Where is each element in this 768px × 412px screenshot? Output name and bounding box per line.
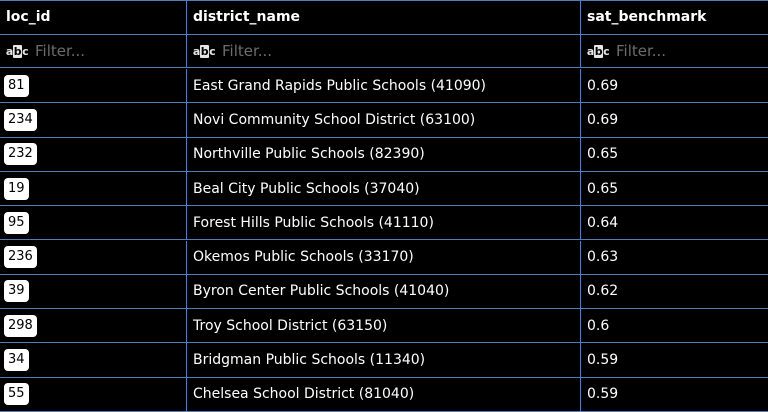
cell-sat-benchmark[interactable]: 0.6 [587,317,610,334]
cell-loc-id[interactable]: 298 [0,309,187,343]
cell-sat-benchmark[interactable]: 0.62 [587,283,619,300]
filter-placeholder: Filter... [616,42,667,60]
cell-loc-id[interactable]: 81 [0,69,187,103]
column-header-loc-id[interactable]: loc_id [0,0,187,34]
cell-district-name[interactable]: Byron Center Public Schools (41040) [187,274,581,309]
column-header-label: sat_benchmark [587,9,707,25]
cell-district-name[interactable]: East Grand Rapids Public Schools (41090) [187,69,581,103]
table-row[interactable]: 19 Beal City Public Schools (37040) 0.65 [0,171,768,207]
column-header-label: loc_id [6,9,51,25]
header-row: loc_id district_name sat_benchmark [0,0,768,35]
cell-loc-id[interactable]: 95 [0,206,187,240]
cell-sat-benchmark[interactable]: 0.65 [587,180,619,197]
column-header-sat-benchmark[interactable]: sat_benchmark [581,0,768,34]
cell-sat-benchmark[interactable]: 0.69 [587,77,619,94]
cell-district-name[interactable]: Okemos Public Schools (33170) [187,240,581,274]
loc-id-badge: 19 [4,177,29,200]
table-row[interactable]: 236 Okemos Public Schools (33170) 0.63 [0,240,768,275]
column-header-district-name[interactable]: district_name [187,0,581,34]
cell-district-name[interactable]: Novi Community School District (63100) [187,103,581,137]
cell-loc-id[interactable]: 55 [0,377,187,411]
column-header-label: district_name [193,9,301,25]
cell-loc-id[interactable]: 232 [0,137,187,171]
cell-loc-id[interactable]: 39 [0,274,187,309]
table-row[interactable]: 234 Novi Community School District (63100… [0,103,768,138]
table-row[interactable]: 232 Northville Public Schools (82390) 0.65 [0,137,768,172]
loc-id-badge: 39 [4,280,29,303]
cell-district-name[interactable]: Bridgman Public Schools (11340) [187,343,581,377]
cell-sat-benchmark[interactable]: 0.69 [587,111,619,128]
table-row[interactable]: 55 Chelsea School District (81040) 0.59 [0,377,768,412]
cell-sat-benchmark[interactable]: 0.63 [587,249,619,266]
cell-loc-id[interactable]: 19 [0,171,187,206]
cell-loc-id[interactable]: 234 [0,103,187,137]
loc-id-badge: 234 [4,108,37,131]
cell-sat-benchmark[interactable]: 0.64 [587,214,619,231]
table-row[interactable]: 34 Bridgman Public Schools (11340) 0.59 [0,343,768,378]
cell-district-name[interactable]: Forest Hills Public Schools (41110) [187,206,581,240]
cell-sat-benchmark[interactable]: 0.59 [587,352,619,369]
grid-top-border [0,0,768,1]
cell-district-name[interactable]: Northville Public Schools (82390) [187,137,581,171]
loc-id-badge: 81 [4,74,29,97]
filter-placeholder: Filter... [222,42,273,60]
cell-sat-benchmark[interactable]: 0.65 [587,146,619,163]
cell-sat-benchmark[interactable]: 0.59 [587,386,619,403]
cell-district-name[interactable]: Beal City Public Schools (37040) [187,171,581,206]
table-row[interactable]: 298 Troy School District (63150) 0.6 [0,309,768,344]
loc-id-badge: 55 [4,383,29,406]
cell-district-name[interactable]: Troy School District (63150) [187,309,581,343]
filter-placeholder: Filter... [35,42,86,60]
loc-id-badge: 232 [4,143,37,166]
loc-id-badge: 34 [4,349,29,372]
cell-loc-id[interactable]: 34 [0,343,187,377]
cell-district-name[interactable]: Chelsea School District (81040) [187,377,581,411]
loc-id-badge: 298 [4,314,37,337]
table-row[interactable]: 81 East Grand Rapids Public Schools (4109… [0,69,768,104]
loc-id-badge: 95 [4,211,29,234]
table-row[interactable]: 39 Byron Center Public Schools (41040) 0.6… [0,274,768,310]
table-row[interactable]: 95 Forest Hills Public Schools (41110) 0.6… [0,206,768,241]
cell-loc-id[interactable]: 236 [0,240,187,274]
loc-id-badge: 236 [4,246,37,269]
